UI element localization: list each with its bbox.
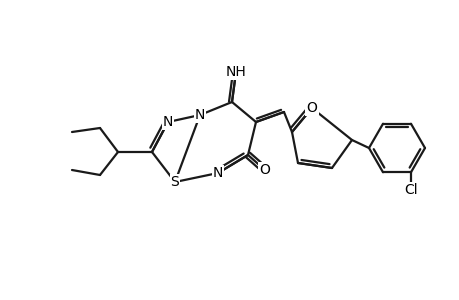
Text: N: N [195, 108, 205, 122]
Text: NH: NH [225, 65, 246, 79]
Text: O: O [306, 101, 317, 115]
Text: N: N [213, 166, 223, 180]
Text: S: S [170, 175, 179, 189]
Text: Cl: Cl [403, 183, 417, 197]
Text: O: O [259, 163, 270, 177]
Text: N: N [162, 115, 173, 129]
